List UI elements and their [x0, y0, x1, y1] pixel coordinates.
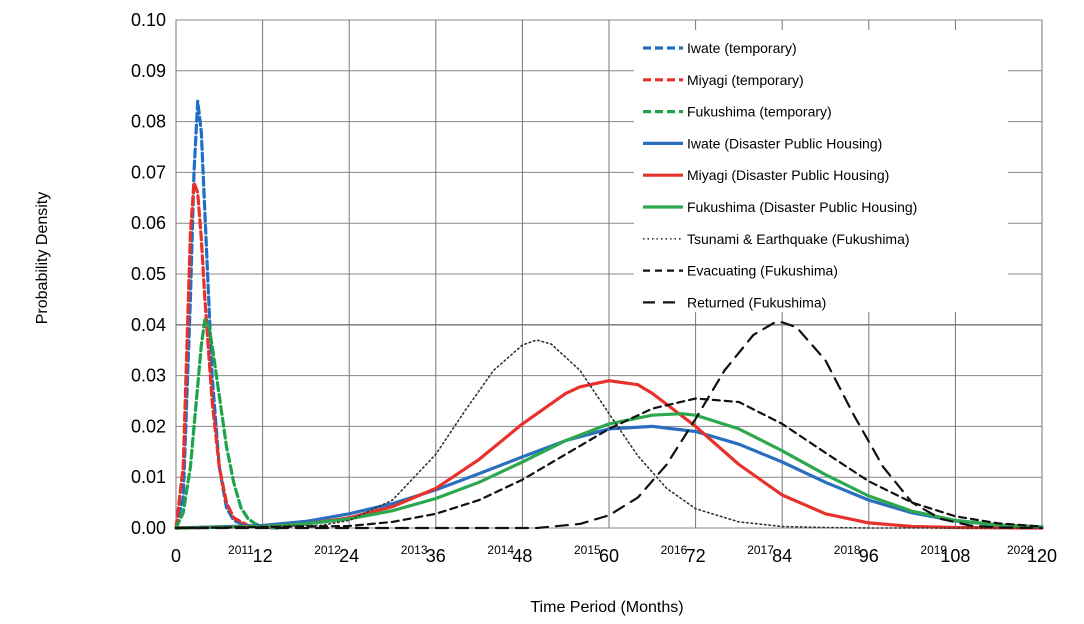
legend-label: Fukushima (temporary) [687, 104, 832, 120]
x-tick-label: 12 [253, 546, 273, 566]
legend-label: Returned (Fukushima) [687, 294, 826, 310]
series-line [174, 99, 279, 530]
series-line [174, 321, 1044, 530]
x-tick-label: 36 [426, 546, 446, 566]
year-label: 2011 [228, 543, 254, 557]
y-axis-title: Probability Density [34, 192, 51, 325]
year-label: 2017 [747, 543, 774, 557]
axes: 0.00 0.01 0.02 0.03 0.04 0.05 0.06 0.07 0.08 0.09… [131, 10, 1057, 566]
x-tick-label: 60 [599, 546, 619, 566]
legend-label: Tsunami & Earthquake (Fukushima) [687, 231, 910, 247]
legend: Iwate (temporary) Miyagi (temporary) Fukus… [634, 30, 1008, 312]
x-tick-label: 48 [512, 546, 532, 566]
series-line [174, 397, 1044, 530]
x-axis-title: Time Period (Months) [530, 599, 683, 616]
year-label: 2012 [314, 543, 341, 557]
y-tick-label: 0.02 [131, 416, 166, 436]
x-tick-label: 24 [339, 546, 359, 566]
y-tick-label: 0.06 [131, 213, 166, 233]
legend-label: Miyagi (temporary) [687, 72, 804, 88]
legend-label: Fukushima (Disaster Public Housing) [687, 199, 917, 215]
legend-label: Iwate (Disaster Public Housing) [687, 135, 882, 151]
year-label: 2015 [574, 543, 601, 557]
y-tick-label: 0.10 [131, 10, 166, 30]
x-tick-label: 96 [859, 546, 879, 566]
year-label: 2014 [487, 543, 514, 557]
x-tick-label: 108 [940, 546, 970, 566]
y-tick-label: 0.05 [131, 264, 166, 284]
y-tick-label: 0.07 [131, 162, 166, 182]
year-label: 2018 [834, 543, 861, 557]
y-tick-label: 0.01 [131, 467, 166, 487]
legend-label: Evacuating (Fukushima) [687, 263, 838, 279]
x-tick-label: 0 [171, 546, 181, 566]
year-label: 2013 [401, 543, 428, 557]
legend-label: Miyagi (Disaster Public Housing) [687, 167, 889, 183]
year-label: 2020 [1007, 543, 1034, 557]
series-line [174, 412, 1044, 530]
y-tick-label: 0.08 [131, 112, 166, 132]
y-tick-label: 0.03 [131, 366, 166, 386]
y-tick-label: 0.04 [131, 315, 166, 335]
legend-background [634, 30, 1008, 312]
series-line [174, 318, 279, 530]
series-line [174, 181, 279, 530]
y-tick-label: 0.00 [131, 518, 166, 538]
legend-label: Iwate (temporary) [687, 40, 797, 56]
series-line [175, 339, 1043, 529]
y-tick-label: 0.09 [131, 61, 166, 81]
year-label: 2016 [661, 543, 688, 557]
year-label: 2019 [920, 543, 947, 557]
x-tick-label: 120 [1027, 546, 1057, 566]
x-tick-label: 72 [686, 546, 706, 566]
series-layer [174, 99, 1044, 530]
series-line [174, 424, 1044, 530]
x-tick-label: 84 [772, 546, 792, 566]
